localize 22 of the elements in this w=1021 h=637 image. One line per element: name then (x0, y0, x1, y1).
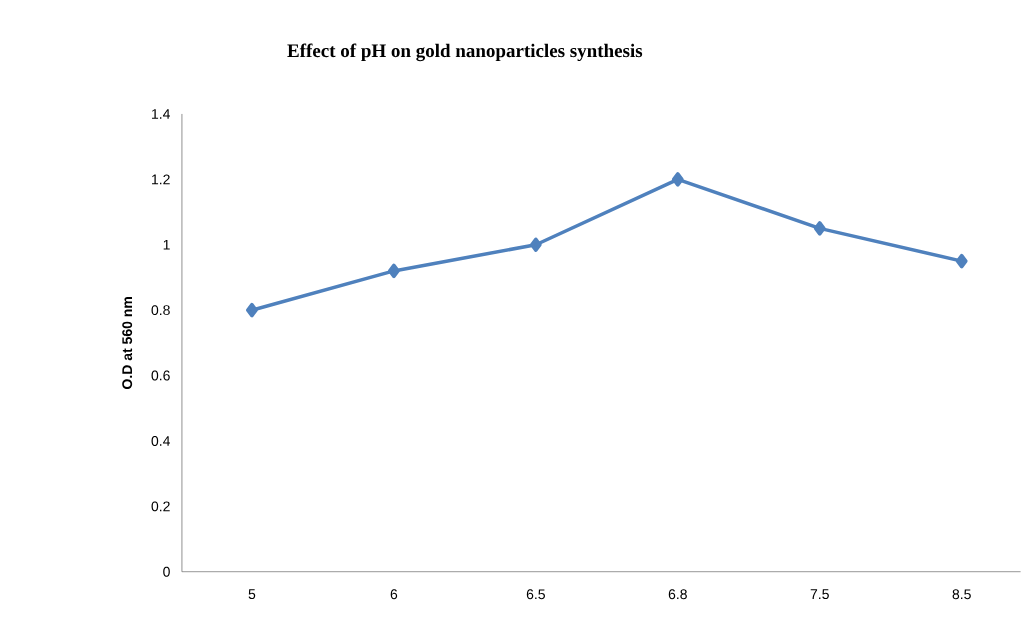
point (955, 253, 968, 269)
x-tick-label: 5 (248, 589, 256, 600)
x-tick-label: 6.8 (668, 589, 687, 600)
x-tick-label: 8.5 (952, 589, 971, 600)
y-tick-label: 0.8 (151, 305, 170, 316)
point (529, 237, 542, 253)
y-axis-title: O.D at 560 nm (122, 297, 133, 390)
point (246, 303, 258, 318)
x-tick-label: 6.5 (526, 589, 545, 600)
y-tick-label: 0.6 (151, 370, 170, 381)
x-tick-label: 6 (390, 589, 398, 600)
point (671, 172, 684, 187)
y-tick-label: 1 (163, 240, 170, 250)
point (388, 263, 400, 279)
chart-title: Effect of pH on gold nanoparticles synthesis (287, 43, 643, 62)
y-tick-label: 0.4 (151, 436, 171, 447)
x-tick-label: 7.5 (810, 589, 829, 600)
y-tick-label: 0.2 (151, 501, 170, 512)
y-tick-label: 1.2 (152, 174, 170, 185)
y-tick-label: 1.4 (152, 109, 171, 119)
point (813, 221, 826, 236)
y-tick-label: 0 (163, 566, 170, 577)
